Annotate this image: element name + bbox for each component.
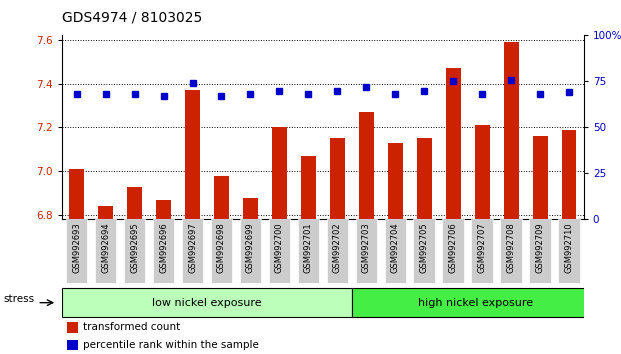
- Bar: [446, 68, 461, 219]
- FancyBboxPatch shape: [153, 219, 175, 283]
- Text: GSM992704: GSM992704: [391, 223, 400, 273]
- Bar: [504, 42, 519, 219]
- Text: GDS4974 / 8103025: GDS4974 / 8103025: [62, 11, 202, 25]
- Text: high nickel exposure: high nickel exposure: [417, 298, 533, 308]
- Text: GSM992708: GSM992708: [507, 223, 516, 273]
- FancyBboxPatch shape: [471, 219, 493, 283]
- FancyBboxPatch shape: [558, 219, 580, 283]
- FancyBboxPatch shape: [94, 219, 117, 283]
- FancyBboxPatch shape: [62, 288, 352, 317]
- FancyBboxPatch shape: [442, 219, 464, 283]
- FancyBboxPatch shape: [384, 219, 406, 283]
- FancyBboxPatch shape: [352, 288, 598, 317]
- Bar: [156, 200, 171, 219]
- Bar: [388, 143, 402, 219]
- Text: GSM992701: GSM992701: [304, 223, 313, 273]
- Bar: [70, 169, 84, 219]
- FancyBboxPatch shape: [181, 219, 204, 283]
- Text: GSM992695: GSM992695: [130, 223, 139, 273]
- Text: GSM992694: GSM992694: [101, 223, 110, 273]
- FancyBboxPatch shape: [124, 219, 145, 283]
- Bar: [127, 187, 142, 219]
- FancyBboxPatch shape: [297, 219, 319, 283]
- Bar: [214, 176, 229, 219]
- Bar: [475, 125, 489, 219]
- FancyBboxPatch shape: [240, 219, 261, 283]
- Text: GSM992699: GSM992699: [246, 223, 255, 273]
- Text: GSM992697: GSM992697: [188, 223, 197, 273]
- FancyBboxPatch shape: [327, 219, 348, 283]
- Bar: [67, 340, 78, 350]
- Bar: [272, 127, 287, 219]
- FancyBboxPatch shape: [66, 219, 88, 283]
- Text: GSM992707: GSM992707: [478, 223, 487, 273]
- Bar: [417, 138, 432, 219]
- Text: GSM992703: GSM992703: [362, 223, 371, 273]
- Text: GSM992702: GSM992702: [333, 223, 342, 273]
- Bar: [185, 90, 200, 219]
- FancyBboxPatch shape: [268, 219, 290, 283]
- Bar: [98, 206, 113, 219]
- Text: percentile rank within the sample: percentile rank within the sample: [83, 340, 259, 350]
- FancyBboxPatch shape: [414, 219, 435, 283]
- FancyBboxPatch shape: [355, 219, 377, 283]
- FancyBboxPatch shape: [211, 219, 232, 283]
- Text: transformed count: transformed count: [83, 322, 180, 332]
- Text: stress: stress: [3, 295, 34, 304]
- Bar: [301, 156, 315, 219]
- Bar: [562, 130, 576, 219]
- Bar: [533, 136, 548, 219]
- FancyBboxPatch shape: [529, 219, 551, 283]
- Text: GSM992693: GSM992693: [72, 223, 81, 273]
- Text: GSM992709: GSM992709: [536, 223, 545, 273]
- Text: GSM992710: GSM992710: [564, 223, 574, 273]
- Text: GSM992700: GSM992700: [275, 223, 284, 273]
- Bar: [67, 322, 78, 333]
- Text: low nickel exposure: low nickel exposure: [152, 298, 262, 308]
- Text: GSM992705: GSM992705: [420, 223, 429, 273]
- FancyBboxPatch shape: [501, 219, 522, 283]
- Bar: [330, 138, 345, 219]
- Bar: [243, 198, 258, 219]
- Text: GSM992698: GSM992698: [217, 223, 226, 273]
- Bar: [359, 112, 374, 219]
- Text: GSM992696: GSM992696: [159, 223, 168, 273]
- Text: GSM992706: GSM992706: [449, 223, 458, 273]
